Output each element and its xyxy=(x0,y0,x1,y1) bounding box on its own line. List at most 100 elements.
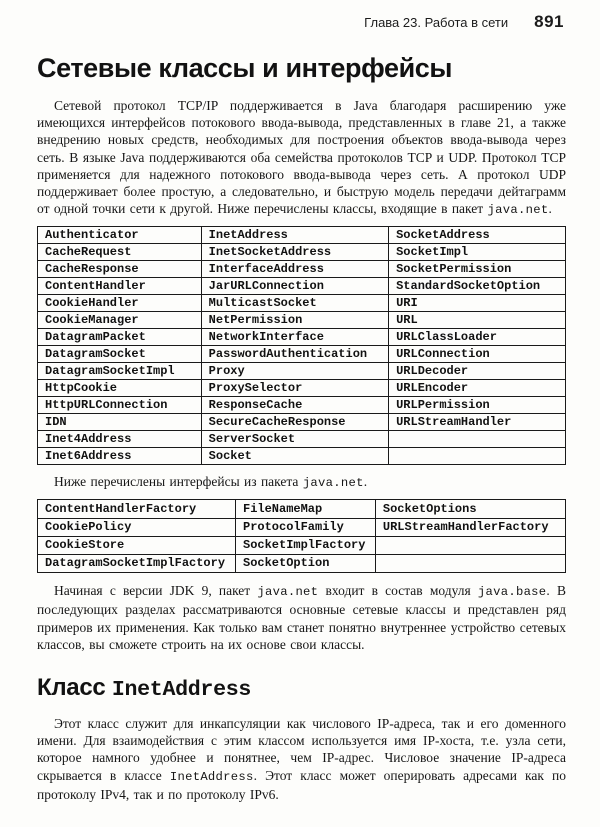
table-row: CookieHandler MulticastSocket URI xyxy=(37,294,566,313)
table-row: DatagramPacket NetworkInterface URLClassLo… xyxy=(37,328,566,347)
type-name-cell: IDN xyxy=(37,413,202,432)
type-name-cell: SecureCacheResponse xyxy=(200,413,390,432)
inline-code: java.base xyxy=(477,585,547,600)
table-row: CookiePolicy ProtocolFamily URLStreamHandl… xyxy=(37,517,567,537)
table-row: DatagramSocket PasswordAuthentication URLC… xyxy=(37,345,566,364)
type-name-cell: SocketImpl xyxy=(388,243,566,262)
type-name-cell: CookiePolicy xyxy=(37,517,236,537)
inline-code: InetAddress xyxy=(169,769,254,784)
subsection-title: Класс InetAddress xyxy=(37,674,566,702)
type-name-cell: InetAddress xyxy=(200,226,390,245)
inline-code: java.net xyxy=(487,203,549,218)
type-name-cell: HttpURLConnection xyxy=(37,396,202,415)
table-row: HttpCookie ProxySelector URLEncoder xyxy=(37,379,566,398)
interfaces-note-paragraph: Ниже перечислены интерфейсы из пакета ja… xyxy=(37,473,566,492)
intro-paragraph: Сетевой протокол TCP/IP поддерживается в… xyxy=(37,97,566,219)
table-row: CacheRequest InetSocketAddress SocketImpl xyxy=(37,243,566,262)
type-name-cell xyxy=(374,535,567,555)
type-name-cell: JarURLConnection xyxy=(200,277,390,296)
table-row: IDN SecureCacheResponse URLStreamHandler xyxy=(37,413,566,432)
table-row: ContentHandler JarURLConnection StandardSo… xyxy=(37,277,566,296)
type-name-cell xyxy=(388,430,566,449)
table-row: CookieManager NetPermission URL xyxy=(37,311,566,330)
table-row: DatagramSocketImplFactory SocketOption xyxy=(37,553,567,574)
table-row: Inet6Address Socket xyxy=(37,447,566,466)
type-name-cell: URL xyxy=(388,311,566,330)
type-name-cell: HttpCookie xyxy=(37,379,202,398)
interfaces-table: ContentHandlerFactory FileNameMap SocketOp… xyxy=(37,499,567,574)
type-name-cell: ContentHandler xyxy=(37,277,202,296)
type-name-cell: URLPermission xyxy=(388,396,566,415)
inline-code: InetAddress xyxy=(111,677,252,702)
type-name-cell: MulticastSocket xyxy=(200,294,390,313)
type-name-cell: Inet4Address xyxy=(37,430,202,449)
type-name-cell: Socket xyxy=(200,447,390,466)
type-name-cell: Inet6Address xyxy=(37,447,202,466)
type-name-cell: SocketImplFactory xyxy=(235,535,376,555)
table-row: CacheResponse InterfaceAddress SocketPermi… xyxy=(37,260,566,279)
type-name-cell: CookieHandler xyxy=(37,294,202,313)
inline-code: java.net xyxy=(257,585,319,600)
type-name-cell: SocketAddress xyxy=(388,226,566,245)
table-row: CookieStore SocketImplFactory xyxy=(37,535,567,555)
type-name-cell: PasswordAuthentication xyxy=(200,345,390,364)
type-name-cell: SocketOption xyxy=(235,553,376,574)
type-name-cell: DatagramSocket xyxy=(37,345,202,364)
type-name-cell: Proxy xyxy=(200,362,390,381)
type-name-cell: StandardSocketOption xyxy=(388,277,566,296)
text-run: входит в состав модуля xyxy=(318,583,478,599)
section-title: Сетевые классы и интерфейсы xyxy=(37,53,453,83)
type-name-cell: ContentHandlerFactory xyxy=(37,499,236,519)
type-name-cell: CookieStore xyxy=(37,535,236,555)
table-row: DatagramSocketImpl Proxy URLDecoder xyxy=(37,362,566,381)
type-name-cell: ProxySelector xyxy=(200,379,390,398)
type-name-cell: CacheResponse xyxy=(37,260,202,279)
classes-table: Authenticator InetAddress SocketAddress Cac… xyxy=(37,226,566,466)
type-name-cell: ResponseCache xyxy=(200,396,390,415)
text-run: Класс xyxy=(37,673,112,701)
type-name-cell: DatagramSocketImplFactory xyxy=(37,553,236,574)
type-name-cell: URLDecoder xyxy=(388,362,566,381)
page-number: 891 xyxy=(534,12,564,31)
table-row: ContentHandlerFactory FileNameMap SocketOp… xyxy=(37,499,567,519)
text-run: Сетевой протокол TCP/IP поддерживается в… xyxy=(37,98,566,217)
type-name-cell: URLStreamHandler xyxy=(388,413,566,432)
text-run: Этот класс служит для инкапсуляции как ч… xyxy=(37,715,566,783)
type-name-cell: NetworkInterface xyxy=(200,328,390,347)
type-name-cell: InetSocketAddress xyxy=(200,243,390,262)
type-name-cell: URLEncoder xyxy=(388,379,566,398)
text-run: Ниже перечислены интерфейсы из пакета xyxy=(54,474,303,490)
text-run: . В последующих разделах рассматриваются… xyxy=(37,583,566,652)
type-name-cell: FileNameMap xyxy=(235,499,376,519)
type-name-cell: URLClassLoader xyxy=(388,328,566,347)
type-name-cell xyxy=(388,447,566,466)
type-name-cell: URLStreamHandlerFactory xyxy=(374,517,567,537)
type-name-cell: ServerSocket xyxy=(200,430,390,449)
type-name-cell: URLConnection xyxy=(388,345,566,364)
table-row: HttpURLConnection ResponseCache URLPermiss… xyxy=(37,396,566,415)
text-run: . Этот класс может оперировать адресами … xyxy=(37,767,566,802)
type-name-cell xyxy=(374,553,567,574)
inline-code: java.net xyxy=(302,476,364,491)
jdk9-paragraph: Начиная с версии JDK 9, пакет java.net в… xyxy=(37,582,566,653)
type-name-cell: DatagramSocketImpl xyxy=(37,362,202,381)
type-name-cell: DatagramPacket xyxy=(37,328,202,347)
type-name-cell: Authenticator xyxy=(37,226,202,245)
chapter-title: Глава 23. Работа в сети xyxy=(364,15,509,30)
type-name-cell: InterfaceAddress xyxy=(200,260,390,279)
type-name-cell: CacheRequest xyxy=(37,243,202,262)
type-name-cell: ProtocolFamily xyxy=(235,517,376,537)
type-name-cell: URI xyxy=(388,294,566,313)
type-name-cell: NetPermission xyxy=(200,311,390,330)
type-name-cell: CookieManager xyxy=(37,311,202,330)
table-row: Authenticator InetAddress SocketAddress xyxy=(37,226,566,245)
type-name-cell: SocketPermission xyxy=(388,260,566,279)
text-run: Начиная с версии JDK 9, пакет xyxy=(54,583,258,599)
inetaddress-paragraph: Этот класс служит для инкапсуляции как ч… xyxy=(37,715,566,803)
text-run: . xyxy=(548,201,552,217)
running-head: Глава 23. Работа в сети 891 xyxy=(37,12,566,32)
text-run: . xyxy=(363,474,368,490)
table-row: Inet4Address ServerSocket xyxy=(37,430,566,449)
type-name-cell: SocketOptions xyxy=(374,499,567,519)
